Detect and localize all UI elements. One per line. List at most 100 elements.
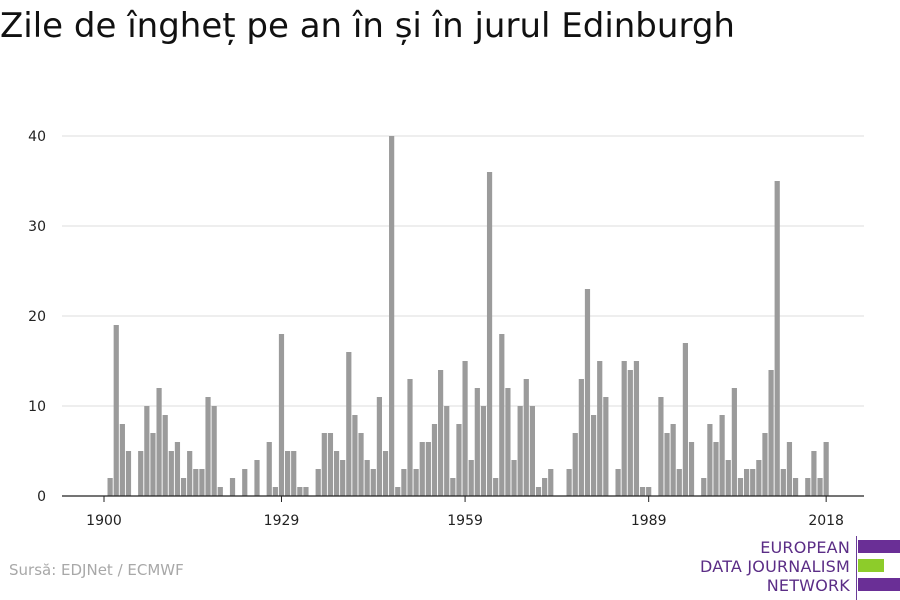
- bar: [542, 478, 548, 496]
- bar: [272, 487, 278, 496]
- bar: [333, 451, 340, 496]
- bar: [242, 469, 248, 496]
- x-tick-label: 1900: [86, 513, 122, 529]
- bar: [205, 397, 211, 496]
- bar: [352, 415, 358, 496]
- bar: [254, 460, 260, 496]
- bar: [682, 343, 688, 496]
- bar: [731, 388, 737, 496]
- bar: [444, 406, 450, 496]
- bar: [572, 433, 578, 496]
- bar: [548, 469, 554, 496]
- bar: [419, 442, 425, 496]
- bar: [431, 424, 438, 496]
- bar: [523, 379, 529, 496]
- bar: [413, 469, 419, 496]
- bar: [113, 325, 119, 496]
- bar: [480, 406, 487, 496]
- bar: [627, 370, 633, 496]
- bar: [119, 424, 125, 496]
- bar: [382, 451, 389, 496]
- bar: [180, 478, 187, 496]
- bar: [713, 442, 719, 496]
- bar: [358, 433, 364, 496]
- bar: [805, 478, 811, 496]
- y-tick-label: 30: [28, 219, 46, 235]
- bar: [768, 370, 774, 496]
- bar: [676, 469, 682, 496]
- bar: [744, 469, 750, 496]
- bar: [278, 334, 285, 496]
- bar: [792, 478, 799, 496]
- edjnet-logo[interactable]: EUROPEAN DATA JOURNALISM NETWORK: [700, 536, 900, 600]
- bar: [144, 406, 150, 496]
- y-tick-label: 10: [28, 399, 46, 415]
- bar: [529, 406, 535, 496]
- bar: [762, 433, 768, 496]
- bar: [493, 478, 499, 496]
- bar: [499, 334, 505, 496]
- bar: [737, 478, 744, 496]
- logo-line-european: EUROPEAN: [760, 538, 850, 557]
- logo-line-data-journalism: DATA JOURNALISM: [700, 557, 850, 576]
- source-note: Sursă: EDJNet / ECMWF: [9, 561, 184, 579]
- bar: [615, 469, 621, 496]
- x-tick-label: 1989: [631, 513, 667, 529]
- bar: [425, 442, 431, 496]
- bar: [138, 451, 144, 496]
- logo-line-network: NETWORK: [766, 576, 850, 595]
- bar: [474, 388, 480, 496]
- bar: [150, 433, 156, 496]
- bar: [725, 460, 731, 496]
- bar: [811, 451, 817, 496]
- x-tick-label: 1929: [264, 513, 300, 529]
- y-tick-label: 40: [28, 129, 46, 145]
- bar: [401, 469, 407, 496]
- bar: [187, 451, 193, 496]
- bar: [633, 361, 640, 496]
- bar: [658, 397, 664, 496]
- bar: [786, 442, 793, 496]
- bar: [664, 433, 670, 496]
- bar: [621, 361, 627, 496]
- bar: [438, 370, 444, 496]
- bar: [156, 388, 162, 496]
- bar: [327, 433, 334, 496]
- logo-bar-mark-purple-top: [858, 540, 900, 553]
- bar: [285, 451, 291, 496]
- bar: [603, 397, 609, 496]
- bar: [370, 469, 376, 496]
- bar: [217, 487, 223, 496]
- bar: [780, 469, 786, 496]
- bar: [162, 415, 168, 496]
- bar: [823, 442, 829, 496]
- bar: [266, 442, 272, 496]
- y-tick-label: 0: [37, 489, 46, 505]
- bar: [211, 406, 217, 496]
- bar: [297, 487, 303, 496]
- bar: [597, 361, 603, 496]
- bar: [719, 415, 725, 496]
- bar: [639, 487, 646, 496]
- bar: [395, 487, 401, 496]
- x-tick-label: 1959: [447, 513, 483, 529]
- bar: [591, 415, 597, 496]
- bar: [750, 469, 756, 496]
- bar: [701, 478, 707, 496]
- bar: [535, 487, 542, 496]
- bar: [511, 460, 517, 496]
- bar: [193, 469, 199, 496]
- bar: [303, 487, 309, 496]
- bar: [450, 478, 456, 496]
- bar: [346, 352, 352, 496]
- bar: [168, 451, 174, 496]
- bar: [389, 136, 395, 496]
- logo-divider: [856, 536, 857, 600]
- bar: [315, 469, 321, 496]
- bar: [340, 460, 346, 496]
- bar: [688, 442, 695, 496]
- chart-title: Zile de îngheț pe an în și în jurul Edin…: [0, 6, 735, 46]
- bar: [291, 451, 297, 496]
- bar: [456, 424, 462, 496]
